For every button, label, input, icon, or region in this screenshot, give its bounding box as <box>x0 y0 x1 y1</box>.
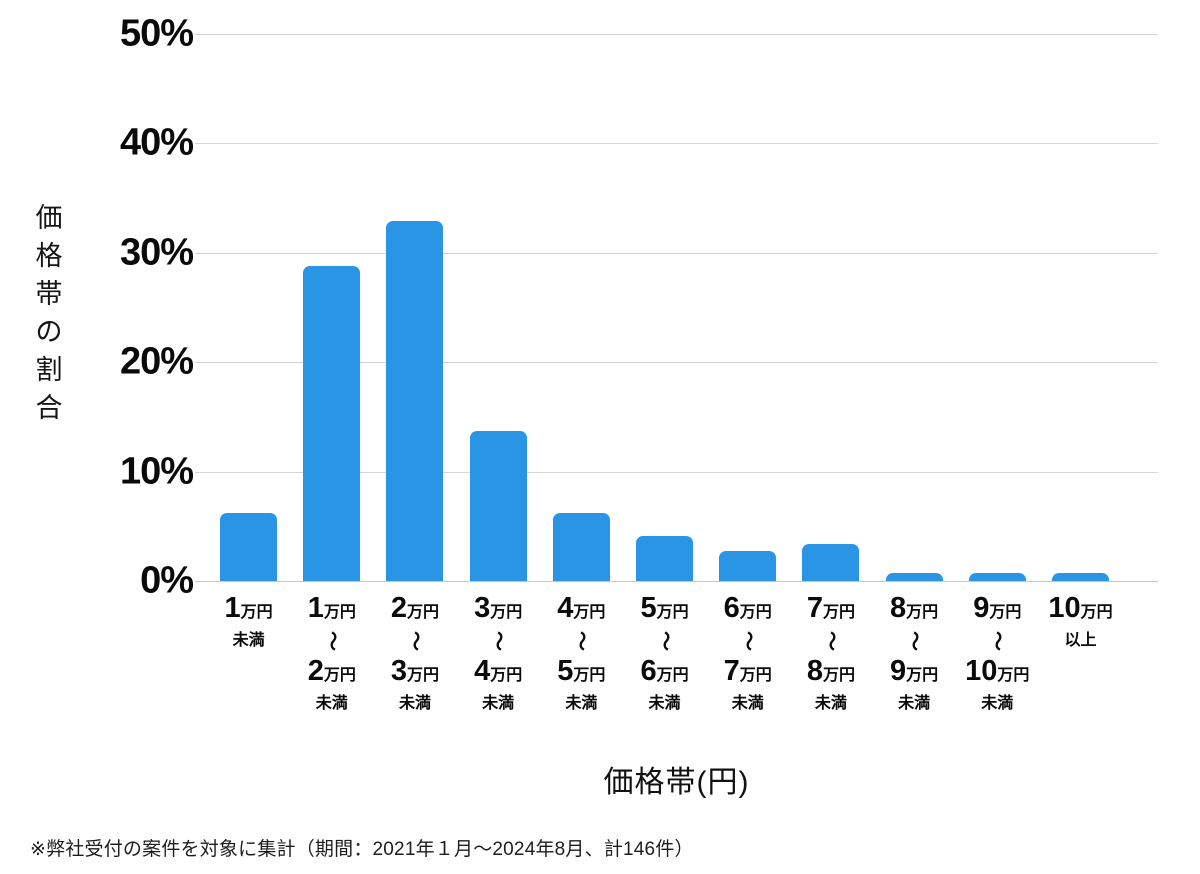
bar-9万円〜10万円未満 <box>968 573 1026 581</box>
gridline-50% <box>195 34 1158 35</box>
x-label-to: 4万円 <box>474 655 523 687</box>
x-label-qualifier: 未満 <box>898 695 931 712</box>
x-label-to: 2万円 <box>307 655 356 687</box>
bar-2万円〜3万円未満 <box>386 221 444 581</box>
x-label-from: 8万円 <box>890 592 939 624</box>
x-label-from: 10万円 <box>1048 592 1113 624</box>
x-label-to: 6万円 <box>640 655 689 687</box>
x-label-qualifier: 未満 <box>565 695 598 712</box>
x-label-qualifier: 未満 <box>731 695 764 712</box>
y-tick-label-10%: 10% <box>119 450 194 493</box>
x-label-to: 8万円 <box>806 655 855 687</box>
x-label-from: 1万円 <box>224 592 273 624</box>
bar-slot <box>207 34 290 581</box>
x-tick-label-7万円〜8万円未満: 7万円〜 8万円未満 <box>789 592 872 715</box>
y-tick-label-20%: 20% <box>119 340 194 383</box>
bar-5万円〜6万円未満 <box>636 536 694 581</box>
x-label-from: 2万円 <box>390 592 440 624</box>
gridline-0% <box>195 581 1158 582</box>
x-tick-label-8万円〜9万円未満: 8万円〜 9万円未満 <box>873 592 956 715</box>
x-label-from: 6万円 <box>723 592 772 624</box>
bar-7万円〜8万円未満 <box>802 543 860 581</box>
gridline-40% <box>195 143 1158 145</box>
range-separator: 〜 <box>986 631 1009 651</box>
bar-8万円〜9万円未満 <box>885 573 943 581</box>
y-axis-title: 価格帯の割合 <box>35 203 63 423</box>
x-label-qualifier: 以上 <box>1064 632 1097 649</box>
y-tick-label-0%: 0% <box>140 559 194 602</box>
gridline-20% <box>195 362 1158 364</box>
bar-slot <box>1039 34 1122 581</box>
bar-slot <box>373 34 456 581</box>
range-separator: 〜 <box>653 631 676 651</box>
x-tick-label-3万円〜4万円未満: 3万円〜 4万円未満 <box>457 592 540 715</box>
bar-10万円以上 <box>1051 573 1109 581</box>
x-label-from: 1万円 <box>307 592 356 624</box>
range-separator: 〜 <box>903 631 926 651</box>
x-label-to: 5万円 <box>557 655 606 687</box>
x-label-qualifier: 未満 <box>814 695 847 712</box>
bar-slot <box>457 34 540 581</box>
x-label-to: 9万円 <box>890 655 939 687</box>
x-tick-label-2万円〜3万円未満: 2万円〜 3万円未満 <box>373 592 456 715</box>
x-tick-label-5万円〜6万円未満: 5万円〜 6万円未満 <box>623 592 706 715</box>
x-label-qualifier: 未満 <box>398 695 431 712</box>
x-tick-label-1万円〜2万円未満: 1万円〜 2万円未満 <box>290 592 373 715</box>
x-tick-label-1万円未満: 1万円未満 <box>207 592 290 715</box>
bar-3万円〜4万円未満 <box>469 431 527 581</box>
range-separator: 〜 <box>320 631 343 651</box>
x-tick-label-9万円〜10万円未満: 9万円〜 10万円未満 <box>956 592 1039 715</box>
y-tick-label-30%: 30% <box>119 231 194 274</box>
range-separator: 〜 <box>487 631 510 651</box>
bar-slot <box>873 34 956 581</box>
x-label-qualifier: 未満 <box>315 695 348 712</box>
y-tick-label-40%: 40% <box>119 121 194 164</box>
x-label-from: 7万円 <box>806 592 855 624</box>
x-label-qualifier: 未満 <box>232 632 265 649</box>
x-tick-label-10万円以上: 10万円以上 <box>1039 592 1122 715</box>
plot-area <box>195 34 1158 582</box>
x-label-to: 7万円 <box>723 655 772 687</box>
bar-slot <box>706 34 789 581</box>
bar-slot <box>789 34 872 581</box>
range-separator: 〜 <box>819 631 842 651</box>
x-label-qualifier: 未満 <box>482 695 515 712</box>
x-label-qualifier: 未満 <box>981 695 1014 712</box>
footnote: ※弊社受付の案件を対象に集計（期間：2021年１月～2024年8月、計146件） <box>30 839 694 860</box>
x-tick-label-6万円〜7万円未満: 6万円〜 7万円未満 <box>706 592 789 715</box>
x-label-qualifier: 未満 <box>648 695 681 712</box>
bar-1万円未満 <box>220 513 278 581</box>
range-separator: 〜 <box>736 631 759 651</box>
x-label-from: 3万円 <box>474 592 523 624</box>
x-tick-label-4万円〜5万円未満: 4万円〜 5万円未満 <box>540 592 623 715</box>
bar-slot <box>540 34 623 581</box>
range-separator: 〜 <box>570 631 593 651</box>
x-label-to: 10万円 <box>965 655 1030 687</box>
x-tick-labels: 1万円 未満 1万円〜 2万円 未満 2万円〜 3万円 未満 3万円〜 4万円 未満 4万円〜 5万円未… <box>195 592 1158 715</box>
gridline-30% <box>195 252 1158 254</box>
y-tick-label-50%: 50% <box>119 12 194 55</box>
x-label-from: 9万円 <box>973 592 1022 624</box>
bar-slot <box>956 34 1039 581</box>
x-axis-title: 価格帯(円) <box>603 766 750 799</box>
gridline-10% <box>195 471 1158 473</box>
bar-6万円〜7万円未満 <box>719 551 777 581</box>
bar-4万円〜5万円未満 <box>552 513 610 581</box>
x-label-from: 5万円 <box>640 592 689 624</box>
bar-slot <box>290 34 373 581</box>
range-separator: 〜 <box>403 631 426 651</box>
x-label-from: 4万円 <box>557 592 606 624</box>
bar-slot <box>623 34 706 581</box>
x-label-to: 3万円 <box>390 655 440 687</box>
bar-1万円〜2万円未満 <box>303 265 361 581</box>
bar-series <box>195 34 1158 581</box>
